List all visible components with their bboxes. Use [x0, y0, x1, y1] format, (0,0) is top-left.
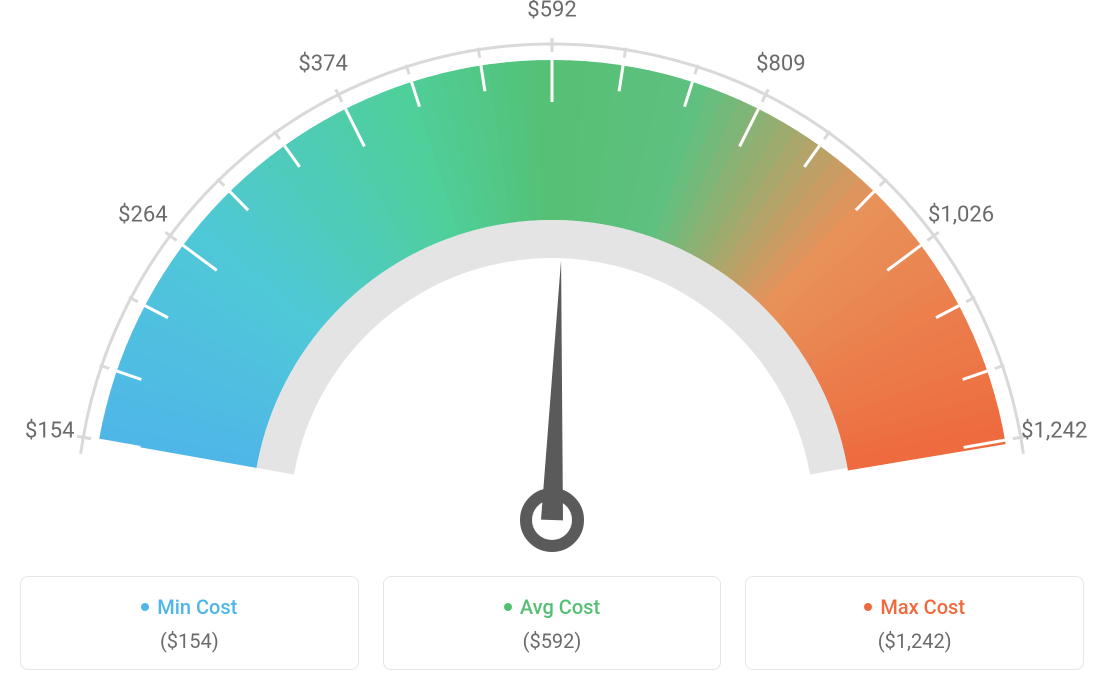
- legend-card-min: Min Cost ($154): [20, 576, 359, 670]
- legend-title-min: Min Cost: [141, 595, 237, 619]
- legend-title-avg: Avg Cost: [504, 595, 600, 619]
- legend-title-max: Max Cost: [864, 595, 965, 619]
- dot-icon: [141, 603, 149, 611]
- gauge-tick-label: $1,026: [928, 203, 994, 228]
- legend-label-avg: Avg Cost: [520, 595, 600, 619]
- legend-card-avg: Avg Cost ($592): [383, 576, 722, 670]
- dot-icon: [864, 603, 872, 611]
- legend-label-min: Min Cost: [157, 595, 237, 619]
- legend-label-max: Max Cost: [880, 595, 965, 619]
- legend-value-max: ($1,242): [758, 629, 1071, 653]
- dot-icon: [504, 603, 512, 611]
- legend-value-min: ($154): [33, 629, 346, 653]
- gauge-tick-label: $809: [756, 52, 805, 77]
- gauge-tick-label: $264: [118, 203, 167, 228]
- gauge-tick-label: $154: [25, 419, 74, 444]
- gauge-svg: [20, 20, 1084, 560]
- gauge-tick-label: $592: [527, 0, 576, 23]
- legend-card-max: Max Cost ($1,242): [745, 576, 1084, 670]
- gauge-tick-label: $1,242: [1021, 419, 1087, 444]
- legend-value-avg: ($592): [396, 629, 709, 653]
- gauge-tick-label: $374: [298, 52, 347, 77]
- legend-row: Min Cost ($154) Avg Cost ($592) Max Cost…: [20, 576, 1084, 670]
- cost-gauge-chart: $154$264$374$592$809$1,026$1,242: [20, 20, 1084, 560]
